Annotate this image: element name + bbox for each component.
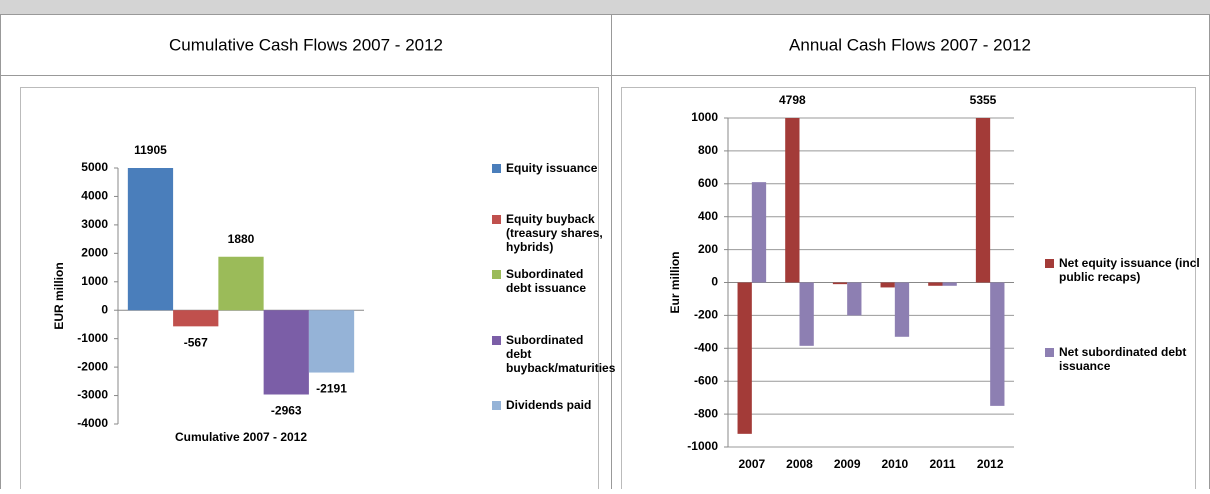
y-tick-label: 800 [698,143,718,157]
legend-swatch [1045,348,1054,357]
bar [751,182,767,283]
y-tick-label: -3000 [77,388,108,402]
bar [847,282,862,316]
bars [127,168,355,395]
bar [263,310,309,395]
y-tick-label: -1000 [77,331,108,345]
y-tick-label: 1000 [691,110,718,124]
legend-swatch [1045,259,1054,268]
column-header: Annual Cash Flows 2007 - 2012 [789,35,1031,54]
x-tick-label: 2008 [786,457,813,471]
bar [928,282,943,286]
data-label: -2963 [271,404,302,418]
legend-entry: Net equity issuance (incl public recaps) [1059,256,1200,284]
data-label: 11905 [134,143,167,157]
data-label: 4798 [779,93,806,107]
legend-entry: Equity buyback (treasury shares, hybrids… [506,212,603,254]
bar [127,168,174,311]
bar [799,282,814,346]
bar [785,118,800,283]
bar [832,282,848,285]
x-tick-label: 2011 [929,457,955,471]
y-axis-label: EUR million [52,262,66,329]
y-tick-label: 2000 [81,246,108,260]
y-tick-label: 1000 [81,274,108,288]
data-label: 5355 [970,93,997,107]
y-tick-label: -800 [694,406,718,420]
legend-swatch [492,401,501,410]
y-tick-label: -200 [694,308,718,322]
y-tick-label: 4000 [81,189,108,203]
legend-entry: Subordinated debt buyback/maturities [506,333,616,375]
data-label: -2191 [316,382,347,396]
y-tick-label: 600 [698,176,718,190]
x-tick-label: Cumulative 2007 - 2012 [175,430,307,444]
legend-swatch [492,215,501,224]
bar [975,118,991,283]
x-tick-label: 2009 [834,457,861,471]
y-tick-label: 5000 [81,160,108,174]
column-header: Cumulative Cash Flows 2007 - 2012 [169,35,443,54]
y-tick-label: 200 [698,242,718,256]
bar [880,282,895,288]
bar [942,282,957,286]
y-tick-label: 0 [711,275,718,289]
legend-entry: Equity issuance [506,161,598,175]
y-tick-label: -2000 [77,359,108,373]
y-tick-label: -600 [694,373,718,387]
top-band [0,0,1210,14]
x-tick-label: 2010 [881,457,908,471]
legend-entry: Subordinated debt issuance [506,267,587,295]
chart-frame [20,87,599,494]
bar [737,282,752,434]
bar [894,282,910,337]
x-tick-label: 2012 [977,457,1004,471]
legend-swatch [492,270,501,279]
data-label: -567 [184,336,208,350]
legend-entry: Net subordinated debt issuance [1059,345,1187,373]
x-tick-label: 2007 [738,457,765,471]
y-axis-label: Eur million [668,251,682,313]
legend-swatch [492,336,501,345]
bar [173,310,219,327]
y-tick-label: 3000 [81,217,108,231]
y-tick-label: 400 [698,209,718,223]
y-tick-label: -400 [694,340,718,354]
legend-swatch [492,164,501,173]
bar [218,256,264,311]
bars [737,118,1005,434]
y-tick-label: 0 [101,302,108,316]
bar [308,310,355,373]
data-label: 1880 [228,232,255,246]
bar [990,282,1005,406]
y-tick-label: -1000 [687,439,718,453]
chart-frame [621,87,1196,494]
legend-entry: Dividends paid [506,398,592,412]
y-tick-label: -4000 [77,416,108,430]
